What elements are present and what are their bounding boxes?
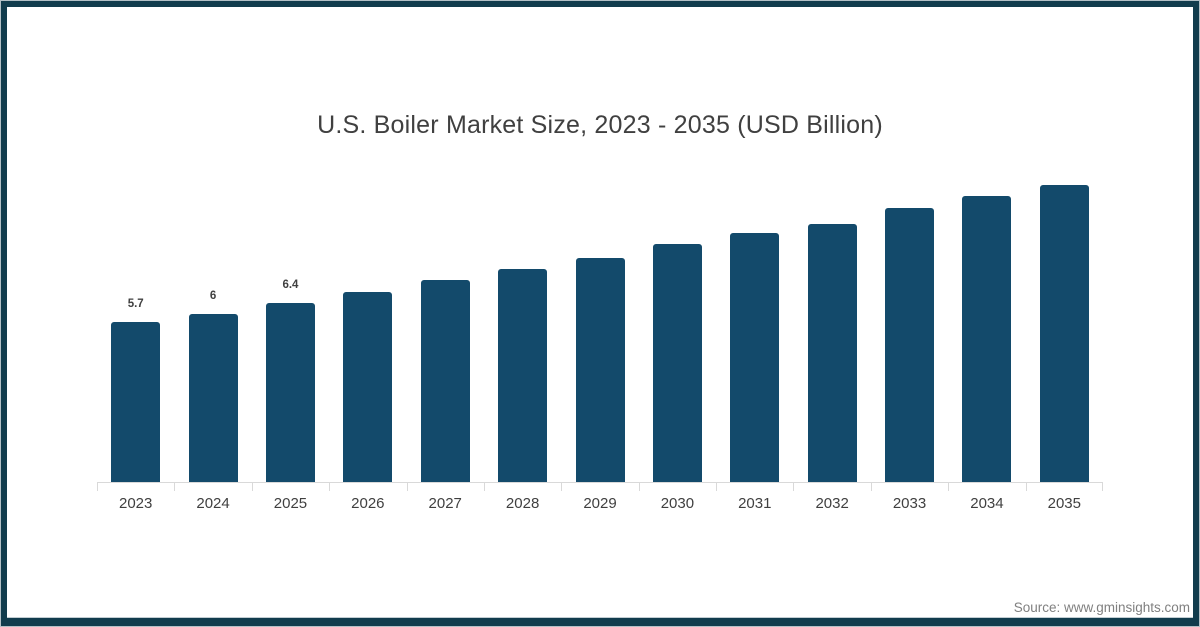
bar: [1039, 185, 1089, 482]
bar: [807, 224, 857, 482]
x-axis-tick-label: 2024: [196, 495, 230, 512]
x-axis-tick-label: 2026: [351, 495, 385, 512]
x-axis-tick: [174, 483, 175, 491]
x-axis-tick-label: 2027: [428, 495, 462, 512]
x-axis-tick-label: 2029: [583, 495, 617, 512]
bar-value-label: 5.7: [127, 298, 144, 310]
x-axis-tick-label: 2034: [970, 495, 1004, 512]
x-axis-tick: [1026, 483, 1027, 491]
x-axis-tick: [871, 483, 872, 491]
bar: [111, 322, 161, 482]
x-axis-tick: [639, 483, 640, 491]
x-axis-tick-label: 2033: [892, 495, 927, 512]
bar: [343, 292, 393, 482]
bar: [498, 269, 548, 482]
x-axis-tick-label: 2028: [505, 495, 540, 512]
x-axis-tick: [561, 483, 562, 491]
x-axis-tick: [97, 483, 98, 491]
bar-value-label: 6: [209, 290, 217, 302]
x-axis-tick: [252, 483, 253, 491]
plot-area: 5.7 2023 6 2024 6.4 2025 2026 2027 2028 2029 2030 2…: [97, 0, 1103, 512]
bar: [265, 303, 315, 482]
chart-title: U.S. Boiler Market Size, 2023 - 2035 (US…: [317, 111, 883, 139]
x-axis-tick-label: 2032: [815, 495, 849, 512]
bar: [420, 280, 470, 482]
x-axis-tick-label: 2025: [273, 495, 308, 512]
x-axis-tick-label: 2023: [119, 495, 153, 512]
bar: [885, 208, 935, 482]
frame-bottom-separator: [7, 617, 1193, 618]
bar: [730, 233, 780, 482]
bar: [652, 244, 702, 482]
x-axis-tick: [793, 483, 794, 491]
source-attribution: Source: www.gminsights.com: [1013, 600, 1190, 615]
bar: [188, 314, 238, 482]
x-axis-tick: [716, 483, 717, 491]
x-axis-tick: [329, 483, 330, 491]
x-axis-tick-label: 2031: [738, 495, 772, 512]
bar-value-label: 6.4: [282, 279, 299, 291]
x-axis-tick: [948, 483, 949, 491]
bar: [575, 258, 625, 482]
x-axis-tick-label: 2030: [660, 495, 695, 512]
x-axis-tick: [484, 483, 485, 491]
x-axis-line: [97, 482, 1103, 483]
x-axis-tick-label: 2035: [1047, 495, 1081, 512]
bar: [962, 196, 1012, 482]
x-axis-tick: [1102, 483, 1103, 491]
x-axis-tick: [407, 483, 408, 491]
